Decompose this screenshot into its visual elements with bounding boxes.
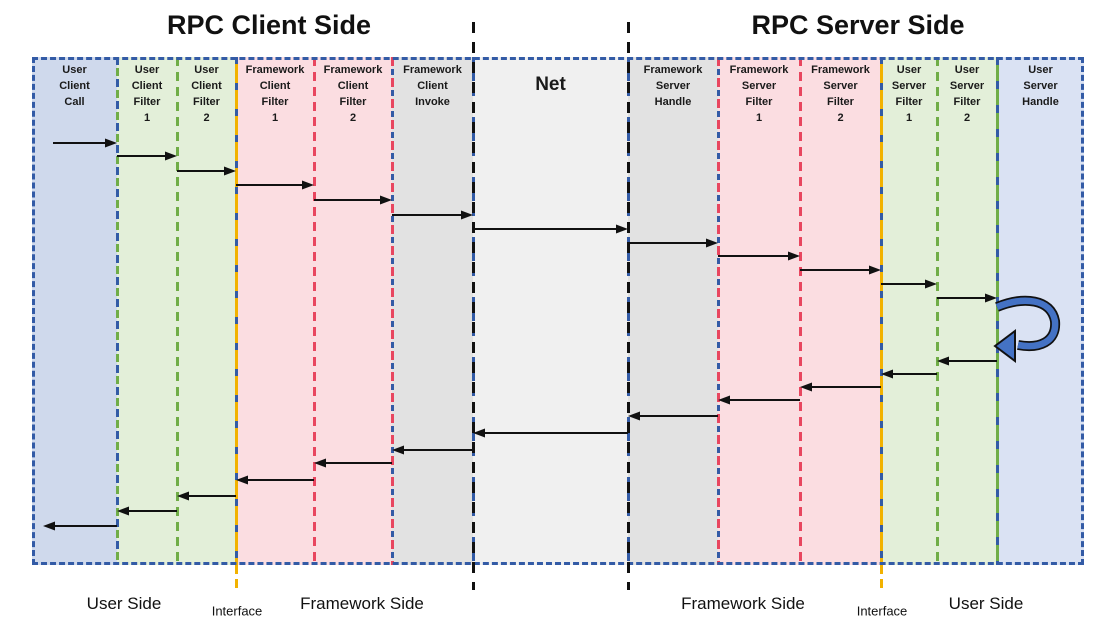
lane-framework-client-filter-2: Framework Client Filter 2 [314,57,392,565]
lane-boundary [176,57,179,565]
lane-framework-server-filter-1-label: Framework Server Filter 1 [729,64,789,124]
lane-boundary [799,57,802,565]
bottom-label-interface: Interface [211,603,263,619]
lane-user-client-call-label: User Client Call [59,64,90,108]
lane-framework-client-filter-1: Framework Client Filter 1 [236,57,314,565]
net-divider-line [627,22,630,590]
bottom-label-user-side: User Side [86,594,162,613]
lane-user-server-filter-1-label: User Server Filter 1 [891,64,927,124]
lane-user-client-filter-1-label: User Client Filter 1 [131,64,163,124]
lane-user-server-filter-1: User Server Filter 1 [881,57,937,565]
bottom-label-interface: Interface [856,603,908,619]
bottom-label-framework-side: Framework Side [681,594,805,613]
lane-boundary [116,57,119,565]
interface-line-stub [235,565,238,589]
lane-boundary [996,57,999,565]
lane-user-client-filter-2: User Client Filter 2 [177,57,236,565]
lane-boundary [391,57,394,565]
lane-boundary [235,57,238,565]
lane-net: Net [473,57,628,565]
bottom-label-framework-side: Framework Side [300,594,424,613]
lane-boundary [880,57,883,565]
lane-framework-server-filter-2-label: Framework Server Filter 2 [811,64,870,124]
bottom-label-user-side: User Side [948,594,1024,613]
lane-framework-client-invoke-label: Framework Client Invoke [403,64,462,108]
lane-framework-server-handle-label: Framework Server Handle [643,64,703,108]
lane-framework-client-invoke: Framework Client Invoke [392,57,473,565]
lane-user-server-filter-2: User Server Filter 2 [937,57,997,565]
interface-line-stub [880,565,883,589]
lane-framework-server-filter-2: Framework Server Filter 2 [800,57,881,565]
lane-boundary [717,57,720,565]
lane-boundary [936,57,939,565]
lane-framework-client-filter-2-label: Framework Client Filter 2 [323,64,383,124]
client-side-title: RPC Client Side [166,10,372,40]
lane-user-server-handle: User Server Handle [997,57,1084,565]
lane-framework-client-filter-1-label: Framework Client Filter 1 [245,64,305,124]
lane-framework-server-handle: Framework Server Handle [628,57,718,565]
lane-boundary [313,57,316,565]
net-divider-line [472,22,475,590]
lane-user-client-filter-2-label: User Client Filter 2 [191,64,222,124]
server-side-title: RPC Server Side [751,10,965,40]
lane-user-client-filter-1: User Client Filter 1 [117,57,177,565]
lane-user-server-filter-2-label: User Server Filter 2 [949,64,985,124]
lane-user-client-call: User Client Call [32,57,117,565]
lane-net-label: Net [535,74,566,95]
lane-framework-server-filter-1: Framework Server Filter 1 [718,57,800,565]
lane-user-server-handle-label: User Server Handle [1022,64,1059,108]
